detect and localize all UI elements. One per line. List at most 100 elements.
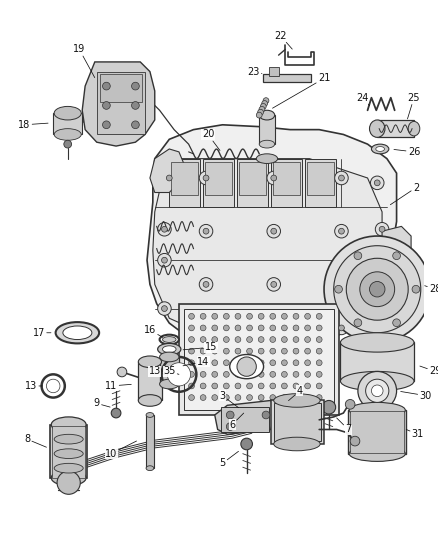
Circle shape [189,372,194,377]
Circle shape [203,175,209,181]
Bar [237,159,268,207]
Ellipse shape [349,446,405,462]
Circle shape [258,325,264,331]
Ellipse shape [230,354,264,379]
Bar [274,403,321,441]
Circle shape [316,325,322,331]
Ellipse shape [340,333,414,352]
Circle shape [258,372,264,377]
Ellipse shape [138,356,162,368]
Bar [99,75,142,102]
Ellipse shape [54,463,83,473]
Circle shape [226,411,234,419]
Circle shape [158,222,171,236]
Circle shape [223,383,229,389]
Circle shape [212,383,218,389]
Ellipse shape [370,120,385,138]
Circle shape [339,281,344,287]
Ellipse shape [259,110,275,120]
Circle shape [223,325,229,331]
Circle shape [322,400,336,414]
Circle shape [247,360,252,366]
Circle shape [354,252,362,260]
Circle shape [267,224,280,238]
Circle shape [316,348,322,354]
Circle shape [111,408,121,418]
Circle shape [305,313,311,319]
Text: 9: 9 [94,398,110,408]
Circle shape [379,227,385,232]
Circle shape [46,379,60,393]
Bar [169,159,200,207]
Circle shape [258,337,264,342]
Ellipse shape [376,147,385,151]
Circle shape [271,281,277,287]
Circle shape [271,175,277,181]
Circle shape [282,394,287,400]
Circle shape [199,224,213,238]
Text: 21: 21 [272,74,330,108]
Circle shape [226,423,234,431]
Bar [259,115,275,144]
Text: 25: 25 [407,93,420,119]
Text: 23: 23 [247,67,262,77]
Bar [50,425,87,478]
Text: 30: 30 [401,391,432,401]
Circle shape [316,383,322,389]
Ellipse shape [159,379,179,389]
Circle shape [282,383,287,389]
Circle shape [270,360,276,366]
Circle shape [200,360,206,366]
Circle shape [199,171,213,185]
Circle shape [335,224,348,238]
Circle shape [167,363,191,386]
Circle shape [102,102,110,109]
Circle shape [270,313,276,319]
Circle shape [200,383,206,389]
Text: 13: 13 [148,367,164,376]
Ellipse shape [54,434,83,444]
Text: 26: 26 [394,147,420,157]
Text: 13: 13 [25,381,42,391]
Circle shape [166,175,172,181]
Circle shape [223,394,229,400]
Circle shape [293,372,299,377]
Ellipse shape [54,449,83,458]
Circle shape [102,82,110,90]
Circle shape [200,313,206,319]
Circle shape [258,348,264,354]
Circle shape [235,325,241,331]
Circle shape [235,394,241,400]
Circle shape [189,337,194,342]
Bar [271,400,324,444]
Circle shape [189,325,194,331]
Circle shape [203,281,209,287]
Circle shape [393,319,400,327]
Circle shape [282,360,287,366]
Circle shape [372,305,378,311]
Bar [159,357,179,384]
Circle shape [282,337,287,342]
Circle shape [305,383,311,389]
Circle shape [200,337,206,342]
Circle shape [270,337,276,342]
Circle shape [371,176,384,190]
Circle shape [189,348,194,354]
Polygon shape [153,159,382,342]
Ellipse shape [54,107,81,120]
Circle shape [158,254,171,267]
Circle shape [241,438,252,450]
Circle shape [203,228,209,234]
Circle shape [305,372,311,377]
Circle shape [258,383,264,389]
Circle shape [223,348,229,354]
Bar [221,407,269,432]
Text: 7: 7 [337,418,351,434]
Circle shape [305,394,311,400]
Bar [273,161,300,196]
Text: 14: 14 [183,357,209,367]
Circle shape [335,171,348,185]
Circle shape [247,383,252,389]
Circle shape [131,102,139,109]
Text: 29: 29 [420,366,438,376]
